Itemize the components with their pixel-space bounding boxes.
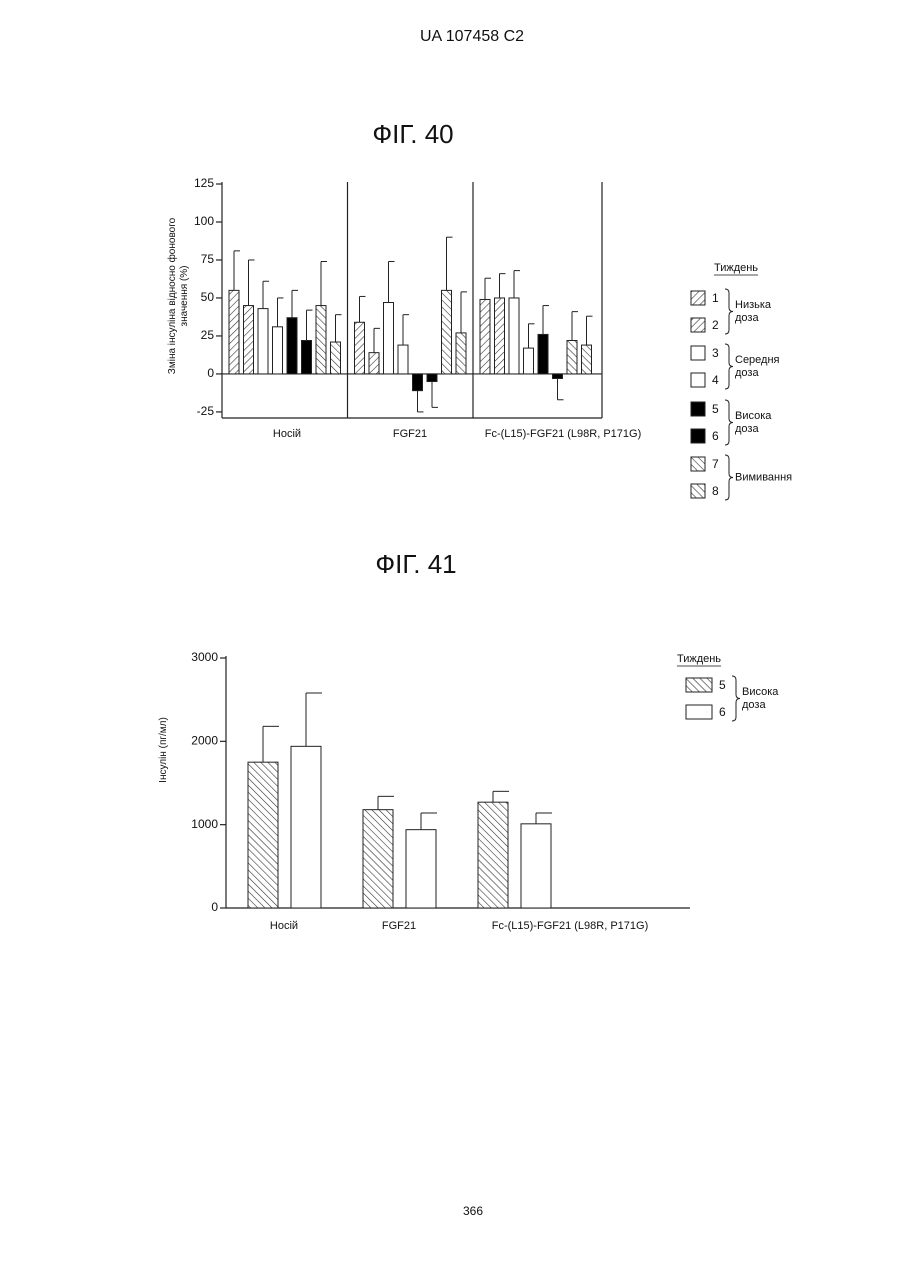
legend-bracket <box>732 676 740 721</box>
y-tick-label: 125 <box>194 176 214 190</box>
bar <box>406 830 436 908</box>
y-tick-label: 2000 <box>191 734 218 748</box>
x-tick-label: FGF21 <box>382 920 416 932</box>
legend-label: 5 <box>719 678 726 692</box>
legend-bracket <box>725 344 733 389</box>
legend-label: 2 <box>712 318 719 332</box>
bar <box>442 290 452 374</box>
bar <box>478 802 508 908</box>
page: UA 107458 C2 366 ФІГ. 40-250255075100125… <box>0 0 901 1273</box>
page-number: 366 <box>463 1204 483 1218</box>
legend-swatch <box>686 705 712 719</box>
legend-group-label: доза <box>735 312 759 324</box>
y-axis-label-line: Інсулін (пг/мл) <box>158 717 169 783</box>
bar <box>509 298 519 374</box>
bar <box>582 345 592 374</box>
legend-group-label: Низька <box>735 299 772 311</box>
y-tick-label: 100 <box>194 214 214 228</box>
bar <box>553 374 563 379</box>
bar <box>287 318 297 374</box>
bar <box>398 345 408 374</box>
y-tick-label: -25 <box>197 404 215 418</box>
bar <box>456 333 466 374</box>
x-tick-label: Fc-(L15)-FGF21 (L98R, P171G) <box>485 428 642 440</box>
figure-title: ФІГ. 41 <box>375 549 456 579</box>
bar <box>524 348 534 374</box>
bar <box>248 762 278 908</box>
bar <box>302 341 312 374</box>
legend-group-label: Висока <box>735 410 772 422</box>
legend-swatch <box>686 678 712 692</box>
x-tick-label: FGF21 <box>393 428 427 440</box>
bar <box>538 334 548 374</box>
bar <box>480 299 490 373</box>
y-tick-label: 0 <box>207 366 214 380</box>
legend-label: 6 <box>719 705 726 719</box>
bar <box>427 374 437 382</box>
y-tick-label: 1000 <box>191 817 218 831</box>
legend-label: 4 <box>712 373 719 387</box>
x-tick-label: Носій <box>273 428 301 440</box>
y-tick-label: 0 <box>211 900 218 914</box>
bar <box>384 303 394 374</box>
legend-group-label: доза <box>735 367 759 379</box>
legend-label: 8 <box>712 484 719 498</box>
bar <box>521 824 551 908</box>
x-tick-label: Fc-(L15)-FGF21 (L98R, P171G) <box>492 920 649 932</box>
y-axis-label-line: Зміна інсуліна відносно фонового <box>166 217 178 374</box>
bar <box>291 746 321 908</box>
legend-swatch <box>691 318 705 332</box>
legend-group-label: доза <box>735 423 759 435</box>
y-tick-label: 75 <box>201 252 215 266</box>
legend-label: 1 <box>712 291 719 305</box>
bar <box>316 306 326 374</box>
bar <box>273 327 283 374</box>
legend-swatch <box>691 346 705 360</box>
bar <box>331 342 341 374</box>
legend-group-label: доза <box>742 699 766 711</box>
y-axis-label-line: значення (%) <box>179 265 190 326</box>
legend-swatch <box>691 484 705 498</box>
legend-swatch <box>691 457 705 471</box>
y-tick-label: 25 <box>201 328 215 342</box>
legend-swatch <box>691 402 705 416</box>
legend-group-label: Середня <box>735 354 780 366</box>
legend-swatch <box>691 429 705 443</box>
legend-label: 3 <box>712 346 719 360</box>
legend-group-label: Висока <box>742 686 779 698</box>
y-tick-label: 3000 <box>191 650 218 664</box>
bar <box>258 309 268 374</box>
legend-group-label: Вимивання <box>735 471 792 483</box>
legend-swatch <box>691 291 705 305</box>
figure-title: ФІГ. 40 <box>372 119 453 149</box>
legend-bracket <box>725 289 733 334</box>
y-axis-label: Інсулін (пг/мл) <box>158 717 169 783</box>
legend-bracket <box>725 455 733 500</box>
legend-label: 6 <box>712 429 719 443</box>
bar <box>413 374 423 391</box>
legend-label: 7 <box>712 457 719 471</box>
header: UA 107458 C2 <box>420 28 524 45</box>
y-tick-label: 50 <box>201 290 215 304</box>
bar <box>355 322 365 374</box>
bar <box>244 306 254 374</box>
bar <box>495 298 505 374</box>
legend-bracket <box>725 400 733 445</box>
bar <box>363 810 393 908</box>
bar <box>567 341 577 374</box>
x-tick-label: Носій <box>270 920 298 932</box>
bar <box>229 290 239 374</box>
legend-swatch <box>691 373 705 387</box>
legend-label: 5 <box>712 402 719 416</box>
legend-title: Тиждень <box>677 653 721 665</box>
bar <box>369 353 379 374</box>
legend-title: Тиждень <box>714 262 758 274</box>
y-axis-label: Зміна інсуліна відносно фоновогозначення… <box>166 217 190 374</box>
